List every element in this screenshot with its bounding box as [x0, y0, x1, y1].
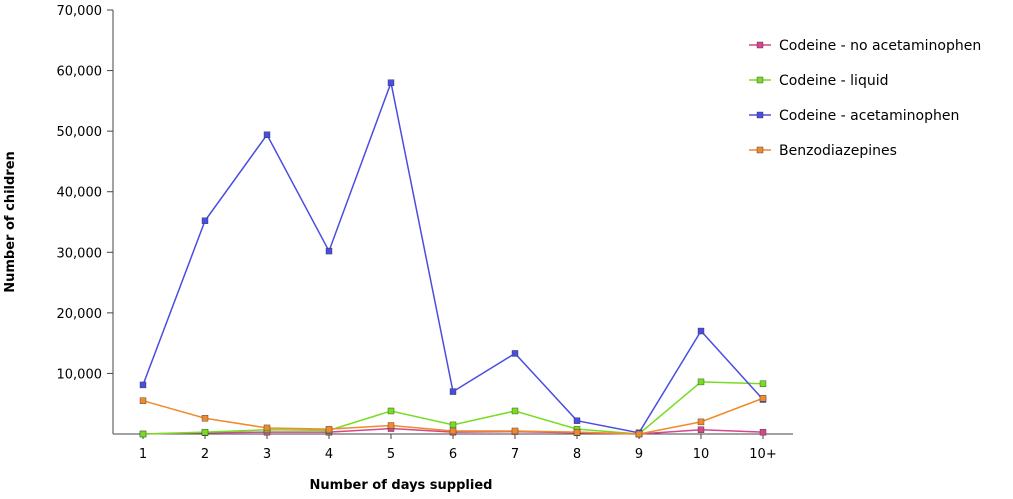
legend-item: Benzodiazepines: [749, 143, 897, 159]
x-tick-label: 10+: [749, 447, 776, 462]
data-point: [387, 407, 395, 415]
data-point: [449, 388, 457, 395]
data-point: [139, 381, 147, 389]
legend-item: Codeine - acetaminophen: [749, 108, 959, 124]
y-tick-label: 10,000: [57, 367, 103, 382]
axes: [112, 10, 793, 435]
data-point: [449, 421, 457, 429]
data-point: [139, 430, 147, 438]
data-point: [697, 327, 705, 335]
legend-marker: [756, 41, 764, 49]
data-point: [511, 350, 519, 357]
y-tick-label: 70,000: [57, 4, 103, 19]
data-point: [449, 427, 457, 435]
data-point: [635, 430, 643, 438]
legend-marker: [756, 111, 764, 119]
x-tick-label: 10: [693, 447, 710, 462]
series-group: [139, 79, 767, 436]
series-lines: [139, 79, 767, 438]
data-point: [263, 131, 271, 138]
legend-marker: [756, 146, 764, 154]
x-tick-label: 1: [139, 447, 147, 462]
x-tick-label: 7: [511, 447, 519, 462]
data-point: [325, 247, 333, 255]
data-point: [697, 378, 705, 386]
data-point: [759, 380, 767, 387]
y-tick-label: 20,000: [57, 307, 103, 322]
legend-marker: [756, 76, 764, 84]
x-axis-title: Number of days supplied: [310, 478, 493, 493]
legend-label: Codeine - no acetaminophen: [779, 38, 981, 54]
x-ticks: 1 2 3 4 5 6 7 8 9 10 10+: [139, 434, 777, 462]
series-group: [139, 395, 767, 438]
y-tick-label: 30,000: [57, 246, 103, 261]
x-tick-label: 3: [263, 447, 271, 462]
data-point: [139, 397, 147, 404]
legend-label: Codeine - liquid: [779, 73, 888, 89]
data-point: [511, 427, 519, 435]
legend: Codeine - no acetaminophen Codeine - liqu…: [749, 38, 981, 159]
data-point: [387, 422, 395, 429]
series-line: [142, 79, 764, 434]
data-point: [697, 418, 705, 426]
data-point: [263, 424, 271, 432]
y-tick-label: 60,000: [57, 65, 103, 80]
data-point: [697, 426, 705, 433]
data-point: [387, 79, 395, 86]
data-point: [759, 395, 767, 402]
x-tick-label: 5: [387, 447, 395, 462]
x-tick-label: 4: [325, 447, 333, 462]
data-point: [511, 407, 519, 415]
data-point: [325, 425, 333, 433]
legend-item: Codeine - no acetaminophen: [749, 38, 981, 54]
data-point: [573, 428, 581, 436]
data-point: [201, 415, 209, 422]
legend-item: Codeine - liquid: [749, 73, 888, 89]
x-tick-label: 9: [635, 447, 643, 462]
y-ticks: 10,000 20,000 30,000 40,000 50,000 60,000 70,0…: [57, 4, 113, 382]
y-tick-label: 50,000: [57, 125, 103, 140]
x-tick-label: 8: [573, 447, 581, 462]
y-tick-label: 40,000: [57, 186, 103, 201]
data-point: [573, 417, 581, 424]
data-point: [201, 217, 209, 224]
y-axis-title: Number of children: [3, 151, 18, 293]
x-tick-label: 2: [201, 447, 209, 462]
legend-label: Benzodiazepines: [779, 143, 897, 159]
legend-label: Codeine - acetaminophen: [779, 108, 959, 124]
x-tick-label: 6: [449, 447, 457, 462]
data-point: [759, 428, 767, 436]
data-point: [201, 428, 209, 436]
